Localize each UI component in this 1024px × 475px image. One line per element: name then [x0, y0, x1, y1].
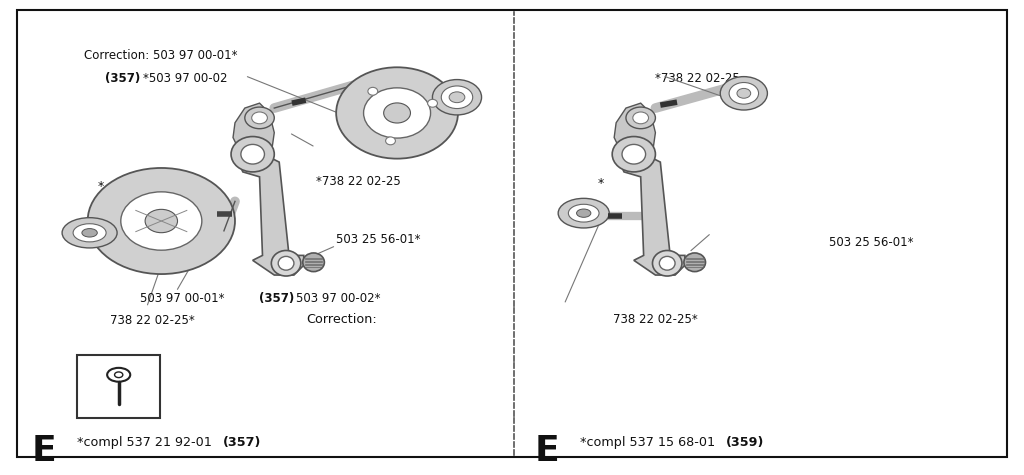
Ellipse shape [384, 103, 411, 123]
Ellipse shape [720, 76, 767, 110]
Ellipse shape [368, 87, 378, 95]
Ellipse shape [684, 253, 706, 272]
Text: 503 25 56-01*: 503 25 56-01* [336, 233, 421, 247]
Ellipse shape [73, 224, 106, 242]
Ellipse shape [450, 92, 465, 103]
Ellipse shape [121, 192, 202, 250]
Text: (357): (357) [104, 72, 140, 86]
Ellipse shape [336, 67, 458, 159]
Text: E: E [535, 434, 559, 468]
Ellipse shape [88, 168, 234, 274]
Ellipse shape [115, 372, 123, 378]
Text: 738 22 02-25*: 738 22 02-25* [612, 313, 697, 326]
Text: (357): (357) [223, 436, 261, 449]
Ellipse shape [241, 144, 264, 164]
Text: Correction: 503 97 00-01*: Correction: 503 97 00-01* [85, 49, 238, 62]
Ellipse shape [652, 250, 682, 276]
Text: *: * [597, 177, 604, 190]
Ellipse shape [303, 253, 325, 272]
Ellipse shape [568, 204, 599, 222]
Ellipse shape [633, 112, 648, 124]
Text: *503 97 00-02: *503 97 00-02 [142, 72, 227, 86]
Text: 503 97 00-02*: 503 97 00-02* [296, 292, 380, 304]
Ellipse shape [231, 136, 274, 172]
Text: *compl 537 15 68-01: *compl 537 15 68-01 [581, 436, 720, 449]
Ellipse shape [386, 137, 395, 145]
Text: *compl 537 21 92-01: *compl 537 21 92-01 [78, 436, 216, 449]
Text: (359): (359) [726, 436, 764, 449]
Polygon shape [234, 147, 304, 275]
Ellipse shape [245, 107, 274, 129]
Polygon shape [616, 147, 685, 275]
Ellipse shape [659, 256, 675, 270]
Ellipse shape [364, 88, 430, 138]
Ellipse shape [145, 209, 177, 233]
Ellipse shape [729, 83, 759, 104]
Ellipse shape [82, 228, 97, 237]
Bar [78, 355, 160, 418]
Ellipse shape [577, 209, 591, 217]
Text: 738 22 02-25*: 738 22 02-25* [110, 314, 195, 326]
Text: *738 22 02-25: *738 22 02-25 [315, 175, 400, 188]
Text: *: * [97, 180, 103, 193]
Ellipse shape [622, 144, 645, 164]
Ellipse shape [108, 368, 130, 382]
Ellipse shape [626, 107, 655, 129]
Ellipse shape [441, 86, 473, 109]
Text: E: E [31, 434, 56, 468]
Text: *738 22 02-25: *738 22 02-25 [654, 72, 739, 86]
Text: 503 97 00-01*: 503 97 00-01* [140, 292, 224, 304]
Polygon shape [233, 103, 274, 167]
Ellipse shape [62, 218, 117, 248]
Ellipse shape [271, 250, 301, 276]
Ellipse shape [612, 136, 655, 172]
Text: (357): (357) [258, 292, 294, 304]
Text: 503 25 56-01*: 503 25 56-01* [828, 236, 913, 248]
Ellipse shape [279, 256, 294, 270]
Ellipse shape [432, 80, 481, 115]
Ellipse shape [428, 99, 437, 107]
Text: Correction:: Correction: [306, 313, 377, 326]
Ellipse shape [558, 199, 609, 228]
Polygon shape [614, 103, 655, 167]
Ellipse shape [737, 88, 751, 98]
Ellipse shape [252, 112, 267, 124]
